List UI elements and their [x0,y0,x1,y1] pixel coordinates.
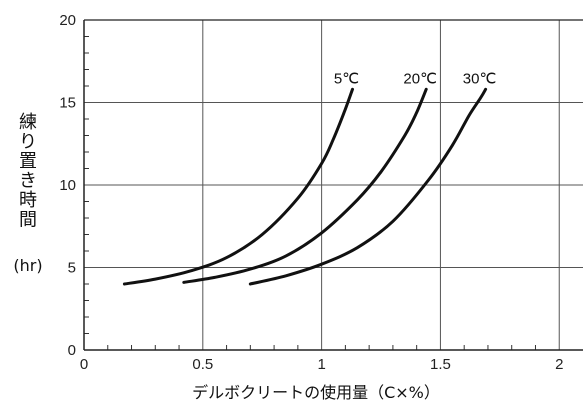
y-tick-label: 10 [59,177,76,194]
series-label: 20℃ [403,70,437,87]
series-line [248,87,488,286]
y-tick-label: 15 [59,95,76,112]
series-line [122,87,354,286]
series-group: 5℃ 20℃ 30℃ [122,70,497,286]
series-label: 5℃ [334,70,359,87]
tick-labels: 0 5 10 15 20 0 0.5 1 1.5 2 [59,12,563,373]
x-tick-label: 0 [80,356,88,373]
y-axis-title-char: 置 [19,151,37,172]
x-axis-title: デルボクリートの使用量（C×%） [192,383,440,402]
y-tick-label: 20 [59,12,76,29]
y-axis-title-char: き [19,171,37,192]
y-axis-unit: (hr) [13,256,42,275]
y-axis-title-char: 時 [19,190,37,211]
x-tick-label: 2 [555,356,563,373]
y-tick-label: 5 [68,260,76,277]
y-tick-label: 0 [68,342,76,359]
y-axis-title-char: 練 [19,112,37,133]
x-tick-label: 0.5 [192,356,213,373]
y-axis-title-char: 間 [19,210,37,231]
series-label: 30℃ [463,70,497,87]
series-line [182,87,428,284]
x-tick-label: 1 [317,356,325,373]
x-tick-label: 1.5 [430,356,451,373]
grid [83,19,583,351]
y-axis-title-char: り [19,132,37,153]
